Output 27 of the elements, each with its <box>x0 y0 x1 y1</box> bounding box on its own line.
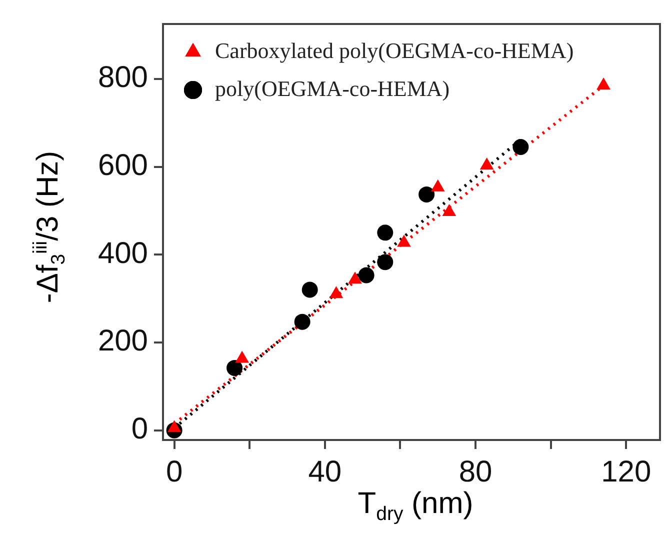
point <box>377 224 394 241</box>
point <box>397 234 411 247</box>
y-tick-label: 800 <box>98 61 148 94</box>
y-tick-label: 0 <box>131 412 148 446</box>
point <box>358 267 374 284</box>
legend-label: poly(OEGMA-co-HEMA) <box>215 76 450 101</box>
point <box>329 286 344 298</box>
point <box>377 254 394 270</box>
point <box>430 179 445 192</box>
point <box>226 360 243 376</box>
legend-label: Carboxylated poly(OEGMA-co-HEMA) <box>215 38 574 63</box>
x-tick-label: 40 <box>308 455 342 488</box>
point <box>596 78 610 90</box>
point <box>348 272 362 284</box>
y-tick-label: 600 <box>98 149 148 182</box>
point <box>302 282 318 298</box>
x-tick-label: 120 <box>601 455 652 488</box>
x-axis-title: T$_{dry}$ (nm) <box>356 487 474 526</box>
x-tick-label: 0 <box>166 455 183 488</box>
point <box>480 157 494 170</box>
point <box>294 314 310 330</box>
point <box>418 186 435 202</box>
point <box>235 350 249 363</box>
y-tick-label: 400 <box>98 236 148 270</box>
y-tick-label: 200 <box>98 324 148 358</box>
point <box>442 204 456 216</box>
x-tick-label: 80 <box>458 455 492 488</box>
